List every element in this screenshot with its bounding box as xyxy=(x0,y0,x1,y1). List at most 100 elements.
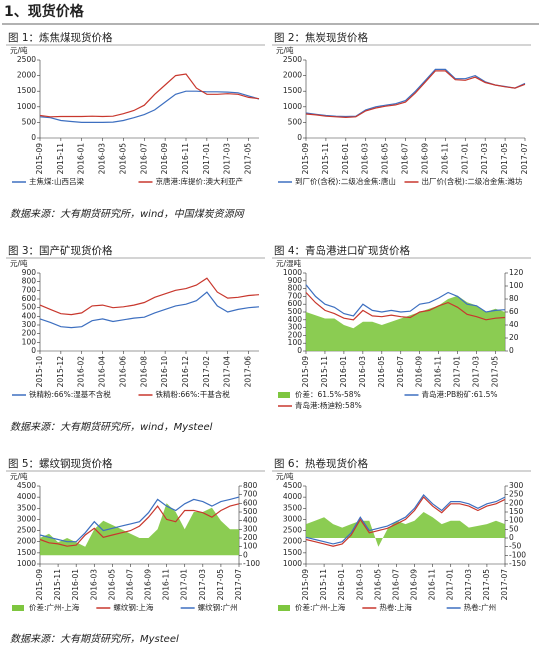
y-tick-label: 1000 xyxy=(283,102,302,111)
y-tick-label: 600 xyxy=(288,299,303,308)
y-tick-label: 2500 xyxy=(283,55,302,64)
line-series xyxy=(305,292,506,321)
x-tick-label: 2017-02 xyxy=(202,356,211,388)
x-tick-label: 2017-07 xyxy=(520,143,529,175)
x-tick-label: 2016-11 xyxy=(434,356,443,388)
x-tick-label: 2015-11 xyxy=(56,143,65,175)
x-tick-label: 2016-08 xyxy=(139,356,148,388)
y-axis-unit: 元/吨 xyxy=(10,471,28,481)
x-tick-label: 2017-03 xyxy=(223,143,232,175)
x-tick-label: 2016-03 xyxy=(358,356,367,388)
y2-tick-label: 150 xyxy=(509,507,524,516)
source-note: 数据来源：大有期货研究所，Mysteel xyxy=(10,633,179,645)
x-tick-label: 2017-01 xyxy=(453,356,462,388)
y-tick-label: 700 xyxy=(22,285,37,294)
x-tick-label: 2015-09 xyxy=(301,569,310,601)
x-tick-label: 2015-11 xyxy=(321,143,330,175)
y-tick-label: 3000 xyxy=(283,514,302,523)
chart-caption: 图 1：炼焦煤现货价格 xyxy=(8,31,113,44)
line-series xyxy=(39,277,260,316)
x-tick-label: 2016-11 xyxy=(428,569,437,601)
x-tick-label: 2017-01 xyxy=(446,569,455,601)
y2-tick-label: -100 xyxy=(509,550,526,559)
section-heading: 1、现货价格 xyxy=(4,3,85,20)
chart-caption: 图 5：螺纹钢现货价格 xyxy=(8,457,113,470)
x-tick-label: 2016-09 xyxy=(410,569,419,601)
legend-label: 青岛港:杨迪粉:58% xyxy=(295,400,362,410)
x-tick-label: 2016-01 xyxy=(341,143,350,175)
y-tick-label: 1500 xyxy=(17,548,36,557)
y2-tick-label: 250 xyxy=(509,490,524,499)
y-axis-unit: 元/吨 xyxy=(10,258,28,268)
y-tick-label: 2500 xyxy=(283,526,302,535)
line-series xyxy=(39,291,260,329)
line-series xyxy=(39,73,260,118)
x-tick-label: 2016-07 xyxy=(401,143,410,175)
y2-tick-label: 500 xyxy=(243,507,258,516)
y-tick-label: 1000 xyxy=(283,559,302,568)
line-series xyxy=(39,90,260,123)
x-tick-label: 2017-04 xyxy=(223,356,232,388)
x-tick-label: 2017-05 xyxy=(244,143,253,175)
legend-label: 热卷:上海 xyxy=(379,602,412,612)
y-tick-label: 700 xyxy=(288,291,303,300)
legend-swatch xyxy=(278,605,290,611)
x-tick-label: 2017-03 xyxy=(198,569,207,601)
legend-label: 价差:广州-上海 xyxy=(295,602,346,612)
area-series xyxy=(306,512,505,547)
x-tick-label: 2016-01 xyxy=(71,569,80,601)
x-tick-label: 2015-11 xyxy=(53,569,62,601)
x-tick-label: 2016-04 xyxy=(98,356,107,388)
x-tick-label: 2016-07 xyxy=(125,569,134,601)
y2-tick-label: -50 xyxy=(509,542,521,551)
y2-tick-label: 100 xyxy=(509,281,524,290)
x-tick-label: 2017-01 xyxy=(460,143,469,175)
x-tick-label: 2016-05 xyxy=(381,143,390,175)
y-tick-label: 200 xyxy=(288,330,303,339)
x-tick-label: 2017-03 xyxy=(464,569,473,601)
y-tick-label: 0 xyxy=(297,346,302,355)
y2-tick-label: 300 xyxy=(243,524,258,533)
x-tick-label: 2017-01 xyxy=(180,569,189,601)
y-tick-label: 4500 xyxy=(283,481,302,490)
y-tick-label: 1500 xyxy=(283,86,302,95)
x-tick-label: 2016-11 xyxy=(440,143,449,175)
legend-label: 热卷:广州 xyxy=(464,602,497,612)
y-tick-label: 500 xyxy=(22,117,37,126)
chart-caption: 图 3：国产矿现货价格 xyxy=(8,244,113,257)
x-tick-label: 2015-09 xyxy=(35,569,44,601)
y-tick-label: 4000 xyxy=(17,492,36,501)
x-tick-label: 2016-09 xyxy=(160,143,169,175)
x-tick-label: 2017-03 xyxy=(480,143,489,175)
chart-caption: 图 2：焦炭现货价格 xyxy=(274,31,369,44)
x-tick-label: 2017-07 xyxy=(500,569,509,601)
x-tick-label: 2017-05 xyxy=(482,569,491,601)
x-tick-label: 2015-11 xyxy=(319,569,328,601)
x-tick-label: 2016-11 xyxy=(181,143,190,175)
y-tick-label: 2500 xyxy=(17,526,36,535)
y2-tick-label: 400 xyxy=(243,516,258,525)
line-series xyxy=(39,496,240,543)
y-tick-label: 2000 xyxy=(17,71,36,80)
y-tick-label: 100 xyxy=(22,337,37,346)
y-tick-label: 3000 xyxy=(17,514,36,523)
y-axis-unit: 元/吨 xyxy=(276,471,294,481)
legend-label: 主焦煤:山西吕梁 xyxy=(29,176,85,186)
y-tick-label: 300 xyxy=(22,320,37,329)
y-tick-label: 100 xyxy=(288,338,303,347)
y2-tick-label: 100 xyxy=(509,516,524,525)
y-tick-label: 200 xyxy=(22,329,37,338)
y2-tick-label: 200 xyxy=(509,498,524,507)
y2-tick-label: -100 xyxy=(243,559,260,568)
y-tick-label: 4500 xyxy=(17,481,36,490)
y2-tick-label: 200 xyxy=(243,533,258,542)
area-series xyxy=(306,295,505,351)
y-tick-label: 3500 xyxy=(17,503,36,512)
y-tick-label: 0 xyxy=(31,346,36,355)
y2-tick-label: 100 xyxy=(243,542,258,551)
x-tick-label: 2016-03 xyxy=(89,569,98,601)
y-tick-label: 1000 xyxy=(283,268,302,277)
y-tick-label: 3500 xyxy=(283,503,302,512)
legend-swatch xyxy=(278,392,290,398)
